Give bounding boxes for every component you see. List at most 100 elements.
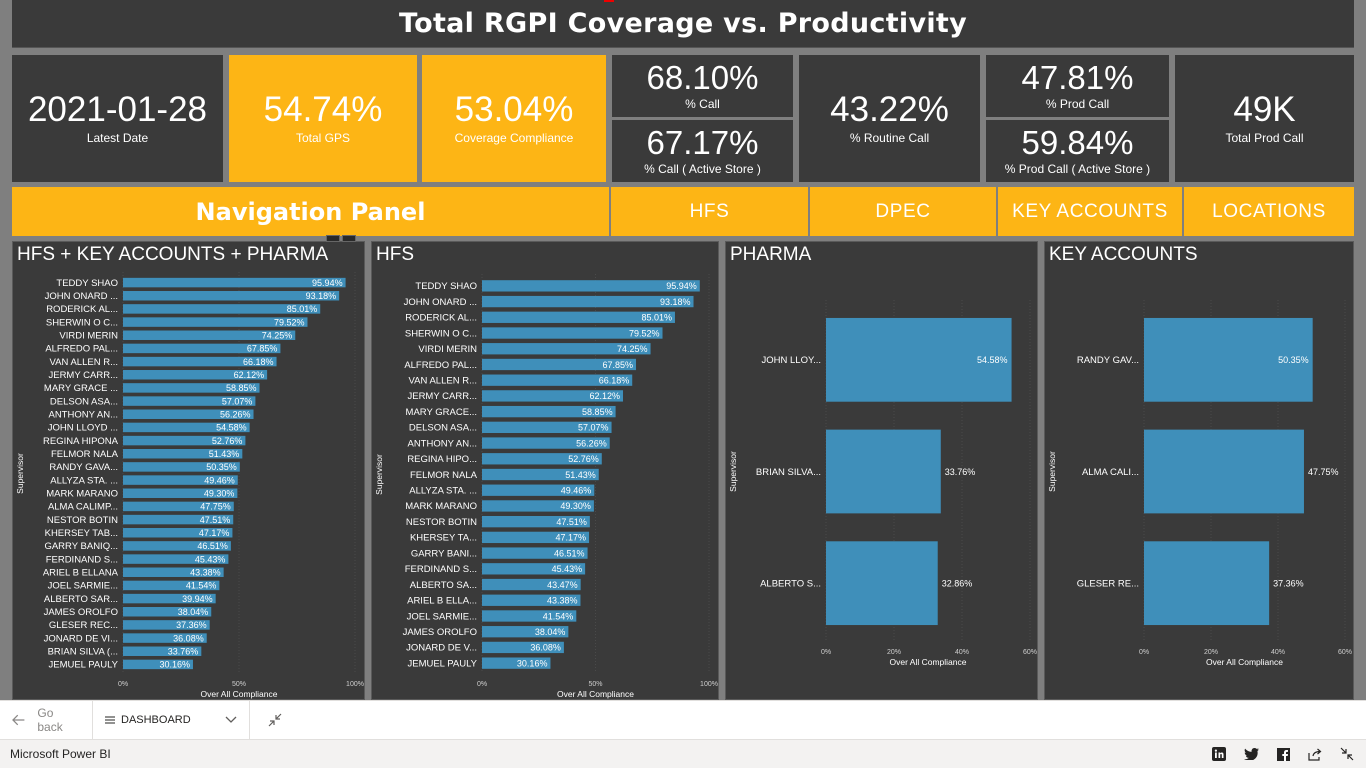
bar[interactable]: [482, 390, 624, 402]
data-label: 58.85%: [582, 407, 613, 417]
kpi-prod-call[interactable]: 47.81% % Prod Call: [986, 55, 1169, 117]
bar[interactable]: [123, 449, 243, 459]
bar[interactable]: [123, 435, 246, 446]
linkedin-icon[interactable]: [1210, 745, 1228, 763]
nav-button-key-accounts[interactable]: KEY ACCOUNTS: [998, 187, 1182, 236]
bar[interactable]: [123, 356, 277, 367]
bar[interactable]: [1144, 541, 1270, 626]
bar[interactable]: [123, 554, 229, 564]
kpi-total-gps[interactable]: 54.74% Total GPS: [229, 55, 417, 182]
kpi-prod-call-active-store[interactable]: 59.84% % Prod Call ( Active Store ): [986, 120, 1169, 182]
bar[interactable]: [123, 488, 238, 498]
bar[interactable]: [482, 563, 586, 575]
kpi-routine-call[interactable]: 43.22% % Routine Call: [799, 55, 980, 182]
bar[interactable]: [1144, 317, 1313, 402]
nav-button-dpec[interactable]: DPEC: [810, 187, 996, 236]
bar[interactable]: [482, 437, 610, 449]
go-back-button[interactable]: Go back: [0, 701, 92, 740]
chart-pharma[interactable]: PHARMA 0% 20% 40% 60% JOHN LLOY... 54.58% BRIA…: [725, 241, 1038, 700]
kpi-call-active-store[interactable]: 67.17% % Call ( Active Store ): [612, 120, 793, 182]
bar[interactable]: [482, 358, 637, 371]
nav-button-hfs[interactable]: HFS: [611, 187, 808, 236]
bar[interactable]: [123, 633, 207, 643]
bar[interactable]: [482, 484, 595, 496]
bar[interactable]: [482, 531, 590, 544]
share-icon[interactable]: [1306, 745, 1324, 763]
bar[interactable]: [482, 578, 581, 591]
bar[interactable]: [482, 405, 616, 418]
visual-header-icons[interactable]: [326, 235, 356, 242]
collapse-button[interactable]: [250, 701, 294, 740]
bar[interactable]: [482, 500, 594, 512]
bar[interactable]: [123, 304, 321, 314]
bar[interactable]: [123, 409, 254, 419]
bar[interactable]: [482, 468, 599, 481]
bar[interactable]: [123, 396, 256, 406]
bar[interactable]: [123, 567, 224, 577]
more-options-icon[interactable]: [342, 235, 356, 242]
bar[interactable]: [123, 646, 202, 656]
chart-title: HFS: [376, 244, 414, 265]
bar[interactable]: [123, 291, 340, 301]
bar[interactable]: [123, 501, 234, 512]
kpi-label: % Call: [685, 97, 720, 112]
bar[interactable]: [482, 327, 663, 339]
bar[interactable]: [123, 541, 231, 551]
page-selector[interactable]: DASHBOARD: [93, 701, 249, 740]
bar[interactable]: [482, 295, 694, 308]
bar[interactable]: [123, 317, 308, 327]
bar[interactable]: [1144, 429, 1304, 514]
twitter-icon[interactable]: [1242, 745, 1260, 763]
bar[interactable]: [123, 593, 216, 604]
x-axis-title: Over All Compliance: [889, 657, 966, 667]
share-icons: [1210, 745, 1356, 763]
bar[interactable]: [123, 514, 234, 525]
bar[interactable]: [123, 580, 220, 591]
bar[interactable]: [123, 343, 281, 354]
chart-hfs[interactable]: HFS 0% 50% 100% TEDDY SHAO 95.94% JOHN ONARD …: [371, 241, 719, 700]
bar[interactable]: [482, 610, 577, 622]
bar[interactable]: [826, 317, 1012, 402]
bar[interactable]: [123, 475, 238, 485]
bar[interactable]: [482, 453, 602, 465]
nav-button-locations[interactable]: LOCATIONS: [1184, 187, 1354, 236]
bar[interactable]: [482, 594, 581, 606]
bar[interactable]: [482, 516, 590, 528]
bar[interactable]: [123, 528, 233, 538]
bar[interactable]: [482, 657, 551, 669]
bar[interactable]: [123, 277, 346, 288]
fullscreen-icon[interactable]: [1338, 745, 1356, 763]
filter-icon[interactable]: [326, 235, 340, 242]
category-label: RODERICK AL...: [46, 304, 118, 315]
bar[interactable]: [482, 374, 633, 386]
kpi-total-prod-call[interactable]: 49K Total Prod Call: [1175, 55, 1354, 182]
bar[interactable]: [123, 620, 210, 630]
bar[interactable]: [482, 421, 612, 433]
bar[interactable]: [482, 311, 675, 323]
bar[interactable]: [482, 343, 651, 355]
bar[interactable]: [123, 383, 260, 393]
chevron-down-icon: [225, 716, 237, 723]
bar[interactable]: [123, 422, 250, 433]
kpi-latest-date[interactable]: 2021-01-28 Latest Date: [12, 55, 223, 182]
bar[interactable]: [123, 462, 240, 472]
kpi-coverage-compliance[interactable]: 53.04% Coverage Compliance: [422, 55, 606, 182]
bar[interactable]: [826, 429, 941, 514]
kpi-call[interactable]: 68.10% % Call: [612, 55, 793, 117]
chart-hfs-key-accounts-pharma[interactable]: HFS + KEY ACCOUNTS + PHARMA 0% 50% 100% TED…: [12, 241, 365, 700]
category-label: TEDDY SHAO: [56, 278, 118, 289]
bar[interactable]: [482, 626, 569, 638]
bar[interactable]: [123, 607, 212, 617]
bar[interactable]: [123, 370, 268, 380]
bar[interactable]: [482, 641, 564, 654]
bar[interactable]: [482, 547, 588, 559]
bar[interactable]: [123, 659, 193, 670]
bar[interactable]: [826, 541, 938, 626]
bar[interactable]: [482, 280, 700, 292]
chart-key-accounts[interactable]: KEY ACCOUNTS 0% 20% 40% 60% RANDY GAV... 50.3…: [1044, 241, 1354, 700]
category-label: REGINA HIPO...: [407, 454, 477, 465]
data-label: 33.76%: [945, 467, 976, 477]
data-label: 66.18%: [599, 375, 630, 385]
bar[interactable]: [123, 330, 296, 340]
facebook-icon[interactable]: [1274, 745, 1292, 763]
